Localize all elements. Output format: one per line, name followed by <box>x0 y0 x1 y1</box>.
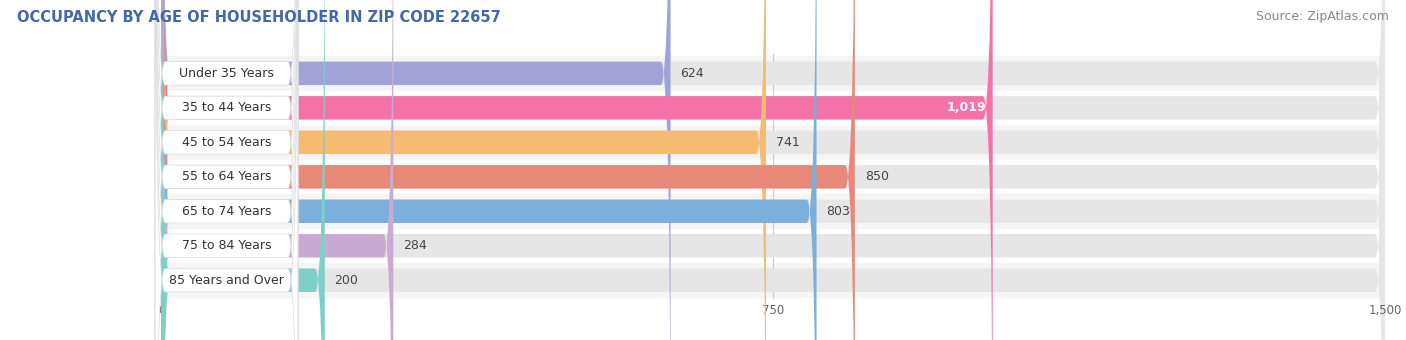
Bar <box>162 56 1385 90</box>
Text: Under 35 Years: Under 35 Years <box>179 67 274 80</box>
Text: 45 to 54 Years: 45 to 54 Years <box>181 136 271 149</box>
FancyBboxPatch shape <box>162 0 1385 340</box>
FancyBboxPatch shape <box>162 0 1385 340</box>
FancyBboxPatch shape <box>155 0 298 340</box>
Bar <box>162 159 1385 194</box>
FancyBboxPatch shape <box>162 0 394 340</box>
Bar <box>162 125 1385 159</box>
FancyBboxPatch shape <box>162 0 1385 340</box>
Text: 624: 624 <box>681 67 704 80</box>
Text: 284: 284 <box>404 239 427 252</box>
Bar <box>162 90 1385 125</box>
Text: Source: ZipAtlas.com: Source: ZipAtlas.com <box>1256 10 1389 23</box>
FancyBboxPatch shape <box>162 0 671 340</box>
Text: 35 to 44 Years: 35 to 44 Years <box>181 101 271 114</box>
Text: 741: 741 <box>776 136 800 149</box>
Bar <box>162 263 1385 298</box>
FancyBboxPatch shape <box>155 0 298 340</box>
Bar <box>162 228 1385 263</box>
Text: 200: 200 <box>335 274 359 287</box>
FancyBboxPatch shape <box>162 0 993 340</box>
FancyBboxPatch shape <box>162 0 855 340</box>
FancyBboxPatch shape <box>155 0 298 340</box>
FancyBboxPatch shape <box>155 0 298 340</box>
FancyBboxPatch shape <box>155 0 298 340</box>
Text: 55 to 64 Years: 55 to 64 Years <box>181 170 271 183</box>
Text: 75 to 84 Years: 75 to 84 Years <box>181 239 271 252</box>
FancyBboxPatch shape <box>155 0 298 340</box>
Text: OCCUPANCY BY AGE OF HOUSEHOLDER IN ZIP CODE 22657: OCCUPANCY BY AGE OF HOUSEHOLDER IN ZIP C… <box>17 10 501 25</box>
FancyBboxPatch shape <box>162 0 325 340</box>
Bar <box>162 194 1385 228</box>
Text: 1,019: 1,019 <box>946 101 986 114</box>
FancyBboxPatch shape <box>162 0 1385 340</box>
Text: 85 Years and Over: 85 Years and Over <box>169 274 284 287</box>
Text: 850: 850 <box>865 170 889 183</box>
FancyBboxPatch shape <box>162 0 817 340</box>
FancyBboxPatch shape <box>162 0 1385 340</box>
Text: 65 to 74 Years: 65 to 74 Years <box>181 205 271 218</box>
FancyBboxPatch shape <box>155 0 298 340</box>
Text: 803: 803 <box>827 205 851 218</box>
FancyBboxPatch shape <box>162 0 766 340</box>
FancyBboxPatch shape <box>162 0 1385 340</box>
FancyBboxPatch shape <box>162 0 1385 340</box>
